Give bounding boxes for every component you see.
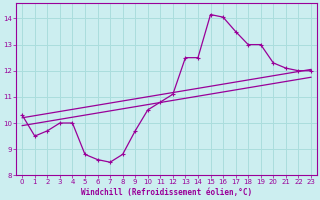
X-axis label: Windchill (Refroidissement éolien,°C): Windchill (Refroidissement éolien,°C) (81, 188, 252, 197)
